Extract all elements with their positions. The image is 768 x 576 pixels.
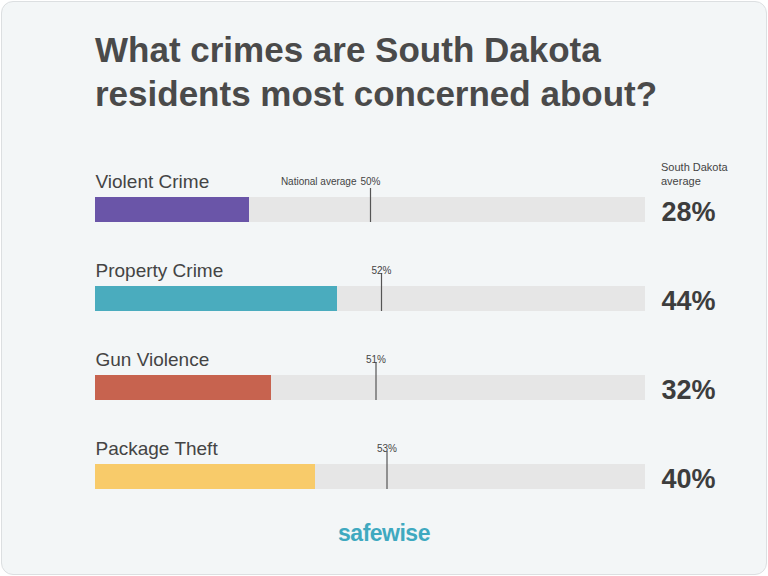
- svg-text:Gun Violence: Gun Violence: [96, 349, 210, 370]
- html-text:What crimes are South Dakota r: What crimes are South Dakota residents m…: [95, 30, 658, 113]
- html-text:South Dakota average: South Dakota average: [661, 161, 728, 187]
- html-text:safewise: safewise: [338, 520, 430, 546]
- svg-text:National average: National average: [281, 176, 357, 187]
- svg-text:Violent Crime: Violent Crime: [96, 171, 210, 192]
- svg-text:44%: 44%: [662, 286, 716, 316]
- svg-text:53%: 53%: [377, 443, 397, 454]
- svg-text:51%: 51%: [366, 354, 386, 365]
- svg-text:32%: 32%: [662, 375, 716, 405]
- svg-text:40%: 40%: [662, 464, 716, 494]
- svg-text:Property Crime: Property Crime: [96, 260, 224, 281]
- svg-text:50%: 50%: [360, 176, 380, 187]
- svg-text:52%: 52%: [371, 265, 391, 276]
- svg-text:Package Theft: Package Theft: [96, 438, 219, 459]
- svg-text:28%: 28%: [662, 197, 716, 227]
